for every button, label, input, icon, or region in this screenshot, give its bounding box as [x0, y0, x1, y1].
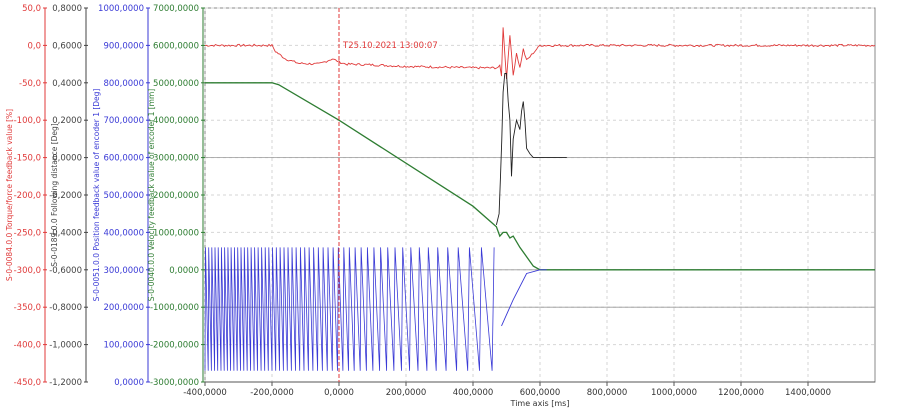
x-tick-label: 400,0000	[453, 388, 494, 398]
y-tick-label: -0,2000	[49, 191, 82, 201]
y-tick-label: -2000,0000	[150, 341, 199, 351]
y-tick-label: -1000,0000	[150, 303, 199, 313]
y-tick-label: 300,0000	[103, 266, 144, 276]
y-tick-label: 500,0000	[103, 191, 144, 201]
series-line-position	[204, 247, 495, 371]
y-axis-position: 1000,0000 900,0000 800,0000 700,0000 600,000…	[92, 4, 150, 388]
y-axes: 50,0 0,0 -50,0 -100,0 -150,0 -200,0 -250,0 -300…	[5, 4, 205, 388]
series-group	[204, 27, 876, 371]
y-tick-label: -250,0	[14, 228, 41, 238]
series-line-velocity	[205, 82, 875, 271]
y-tick-label: 0,8000	[52, 4, 82, 14]
x-tick-label: 1000,0000	[651, 388, 697, 398]
y-tick-label: 6000,0000	[153, 41, 199, 51]
y-axis-title: S-0-0051.0.0 Position feedback value of …	[92, 89, 101, 302]
time-cursor[interactable]: T25.10.2021 13:00:07	[338, 8, 438, 382]
y-tick-label: 900,0000	[103, 41, 144, 51]
y-tick-label: 1000,0000	[153, 228, 199, 238]
y-tick-label: -0,4000	[49, 228, 82, 238]
y-tick-label: 0,4000	[52, 79, 82, 89]
y-tick-label: -3000,0000	[150, 378, 199, 388]
y-tick-label: 800,0000	[103, 79, 144, 89]
x-axis: -400,0000 -200,0000 0,0000 200,0000 400,0000…	[183, 381, 875, 398]
y-tick-label: -0,6000	[49, 266, 82, 276]
y-tick-label: -200,0	[14, 191, 41, 201]
x-tick-label: -200,0000	[250, 388, 294, 398]
y-tick-label: -1,0000	[49, 341, 82, 351]
y-axis-velocity: 7000,0000 6000,0000 5000,0000 4000,0000 3000…	[147, 4, 205, 388]
y-axis-title: S-0-0084.0.0 Torque/force feedback value…	[5, 109, 14, 281]
y-tick-label: 100,0000	[103, 341, 144, 351]
y-tick-label: -150,0	[14, 154, 41, 164]
y-tick-label: 5000,0000	[153, 79, 199, 89]
x-tick-label: 800,0000	[587, 388, 628, 398]
y-tick-label: 700,0000	[103, 116, 144, 126]
y-axis-title: S-0-0040.0.0 Velocity feedback value of …	[147, 89, 156, 301]
y-tick-label: 2000,0000	[153, 191, 199, 201]
y-tick-label: 0,2000	[52, 116, 82, 126]
y-tick-label: 200,0000	[103, 303, 144, 313]
y-tick-label: 400,0000	[103, 228, 144, 238]
y-tick-label: 600,0000	[103, 154, 144, 164]
series-line-position	[501, 269, 547, 327]
y-tick-label: 4000,0000	[153, 116, 199, 126]
y-tick-label: -300,0	[14, 266, 41, 276]
y-tick-label: -1,2000	[49, 378, 82, 388]
x-axis-title: Time axis [ms]	[510, 399, 570, 408]
y-tick-label: -450,0	[14, 378, 41, 388]
x-tick-label: 600,0000	[520, 388, 561, 398]
y-tick-label: 0,6000	[52, 41, 82, 51]
y-tick-label: 7000,0000	[153, 4, 199, 14]
x-tick-label: 200,0000	[386, 388, 427, 398]
x-tick-label: 1200,0000	[718, 388, 764, 398]
y-tick-label: -400,0	[14, 341, 41, 351]
series-line-torque	[204, 27, 876, 80]
y-tick-label: 0,0	[27, 41, 41, 51]
y-tick-label: -100,0	[14, 116, 41, 126]
y-axis-following: 0,8000 0,6000 0,4000 0,2000 0,0000 -0,2000 -0,…	[49, 4, 88, 388]
series-line-following	[495, 73, 567, 226]
y-axis-title: S-0-0189.0.0 Following distance [Deg]	[50, 123, 59, 266]
y-tick-label: 3000,0000	[153, 154, 199, 164]
y-tick-label: 1000,0000	[98, 4, 144, 14]
y-tick-label: 0,0000	[114, 378, 144, 388]
y-tick-label: -350,0	[14, 303, 41, 313]
y-axis-torque: 50,0 0,0 -50,0 -100,0 -150,0 -200,0 -250,0 -300…	[5, 4, 47, 388]
y-tick-label: -50,0	[19, 79, 41, 89]
cursor-label: T25.10.2021 13:00:07	[342, 41, 438, 51]
x-tick-label: 0,0000	[324, 388, 354, 398]
x-tick-label: -400,0000	[183, 388, 227, 398]
y-tick-label: 0,0000	[169, 266, 199, 276]
x-tick-label: 1400,0000	[785, 388, 831, 398]
y-tick-label: -0,8000	[49, 303, 82, 313]
y-tick-label: 50,0	[22, 4, 41, 14]
y-tick-label: 0,0000	[52, 154, 82, 164]
